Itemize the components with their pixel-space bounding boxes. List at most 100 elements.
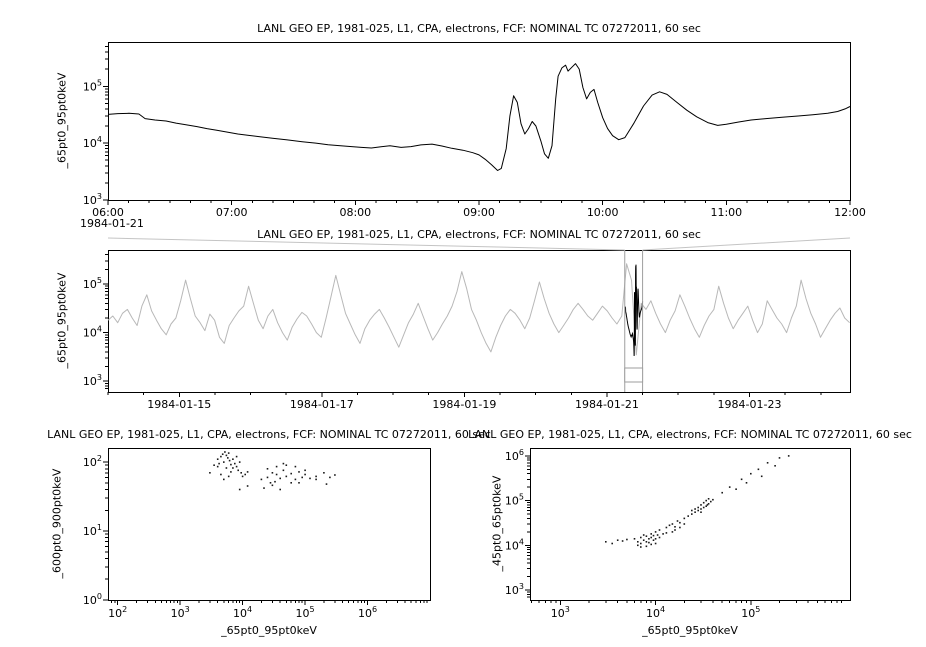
scatter-point bbox=[679, 526, 681, 529]
scatter-point bbox=[223, 478, 225, 481]
scatter-point bbox=[650, 543, 652, 546]
scatter-point bbox=[766, 462, 769, 464]
tick-label: 103 bbox=[505, 582, 524, 597]
scatter-point bbox=[240, 472, 242, 474]
tick-label: 09:00 bbox=[463, 206, 495, 219]
scatter-point bbox=[605, 541, 607, 543]
scatter-point bbox=[298, 482, 300, 484]
scatter-point bbox=[662, 533, 664, 535]
scatter-point bbox=[642, 534, 645, 536]
scatter-point bbox=[218, 462, 220, 465]
scatter-point bbox=[238, 488, 241, 491]
tick-label: 101 bbox=[83, 523, 102, 538]
scatter-point bbox=[705, 499, 707, 502]
tick-label: 100 bbox=[83, 592, 102, 607]
tick-label: 1984-01-15 bbox=[147, 398, 211, 411]
tick-label: 105 bbox=[83, 78, 102, 93]
plot-frame bbox=[108, 448, 431, 601]
scatter-point bbox=[671, 523, 674, 525]
plot-frame bbox=[530, 448, 851, 601]
scatter-point bbox=[676, 520, 679, 522]
panel-title-overview: LANL GEO EP, 1981-025, L1, CPA, electron… bbox=[257, 228, 701, 241]
scatter-point bbox=[279, 477, 281, 480]
scatter-point bbox=[294, 478, 297, 481]
scatter-point bbox=[654, 542, 657, 545]
y-axis-label-detail: _65pt0_95pt0keV bbox=[55, 72, 69, 169]
scatter-point bbox=[274, 480, 276, 483]
scatter-point bbox=[325, 483, 328, 485]
tick-label: 104 bbox=[83, 135, 102, 150]
scatter-point bbox=[728, 486, 731, 488]
scatter-point bbox=[220, 455, 222, 458]
scatter-point bbox=[640, 542, 642, 545]
scatter-point bbox=[665, 526, 668, 529]
scatter-point bbox=[224, 451, 226, 453]
y-axis-label-overview: _65pt0_95pt0keV bbox=[55, 272, 69, 369]
scatter-point bbox=[230, 463, 232, 466]
scatter-point bbox=[315, 475, 317, 478]
scatter-point bbox=[697, 506, 699, 509]
scatter-point bbox=[700, 511, 702, 513]
scatter-point bbox=[237, 469, 239, 472]
x-axis-context-date: 1984-01-21 bbox=[80, 217, 144, 230]
detail-timeseries-series bbox=[107, 63, 851, 171]
scatter-point bbox=[227, 452, 230, 454]
time-range-selection-box[interactable] bbox=[624, 250, 644, 392]
scatter-45-65-plot-area[interactable]: 103 104 105 103 104 105 106 bbox=[505, 448, 851, 620]
overview-timeseries-plot-area[interactable]: 1984-01-15 1984-01-17 1984-01-19 1984-01-21… bbox=[83, 250, 851, 412]
scatter-point bbox=[687, 515, 689, 517]
scatter-point bbox=[640, 536, 642, 539]
scatter-point bbox=[290, 472, 292, 475]
selection-drag-handle[interactable] bbox=[624, 367, 644, 383]
scatter-point bbox=[221, 453, 224, 455]
scatter-point bbox=[611, 542, 613, 545]
scatter-point bbox=[671, 531, 674, 533]
scatter-point bbox=[658, 536, 661, 539]
scatter-point bbox=[707, 503, 710, 505]
scatter-point bbox=[227, 457, 229, 459]
scatter-point bbox=[301, 476, 303, 479]
scatter-point bbox=[683, 517, 686, 520]
scatter-point bbox=[683, 523, 686, 525]
scatter-point bbox=[275, 473, 278, 476]
scatter-point bbox=[616, 539, 619, 541]
tick-label: 103 bbox=[83, 373, 102, 388]
scatter-point bbox=[700, 508, 702, 510]
scatter-point bbox=[642, 539, 645, 541]
plot-frame bbox=[108, 250, 851, 393]
y-axis-label-scatter-left: _600pt0_900pt0keV bbox=[50, 468, 64, 579]
scatter-point bbox=[235, 455, 238, 458]
scatter-point bbox=[260, 478, 263, 481]
scatter-point bbox=[235, 465, 238, 468]
scatter-point bbox=[745, 482, 748, 484]
scatter-point bbox=[266, 468, 269, 470]
tick-label: 104 bbox=[83, 325, 102, 340]
scatter-point bbox=[294, 465, 297, 468]
scatter-point bbox=[774, 465, 776, 467]
scatter-point bbox=[209, 472, 211, 474]
scatter-point bbox=[652, 539, 655, 541]
scatter-point bbox=[241, 475, 244, 478]
scatter-point bbox=[654, 538, 657, 540]
scatter-point bbox=[228, 459, 231, 462]
scatter-600-900-plot-area[interactable]: 102 103 104 105 106 100 101 102 bbox=[83, 448, 431, 621]
scatter-point bbox=[626, 538, 628, 541]
scatter-point bbox=[225, 454, 228, 457]
tick-label: 103 bbox=[83, 192, 102, 207]
scatter-point bbox=[304, 469, 306, 472]
tick-label: 104 bbox=[646, 605, 665, 620]
scatter-point bbox=[271, 484, 274, 487]
scatter-point bbox=[697, 509, 699, 512]
scatter-point bbox=[275, 465, 278, 468]
tick-label: 102 bbox=[108, 605, 127, 620]
tick-label: 103 bbox=[551, 605, 570, 620]
scatter-point bbox=[637, 544, 639, 547]
scatter-point bbox=[668, 524, 671, 527]
detail-timeseries-plot-area[interactable]: 06:00 07:00 08:00 09:00 10:00 11:00 12:00 103 10… bbox=[83, 42, 866, 220]
scatter-point bbox=[230, 471, 232, 473]
scatter-point bbox=[645, 545, 648, 548]
scatter-point bbox=[246, 471, 249, 473]
scatter-point bbox=[238, 461, 241, 463]
scatter-point bbox=[760, 475, 763, 478]
scatter-point bbox=[702, 506, 705, 509]
